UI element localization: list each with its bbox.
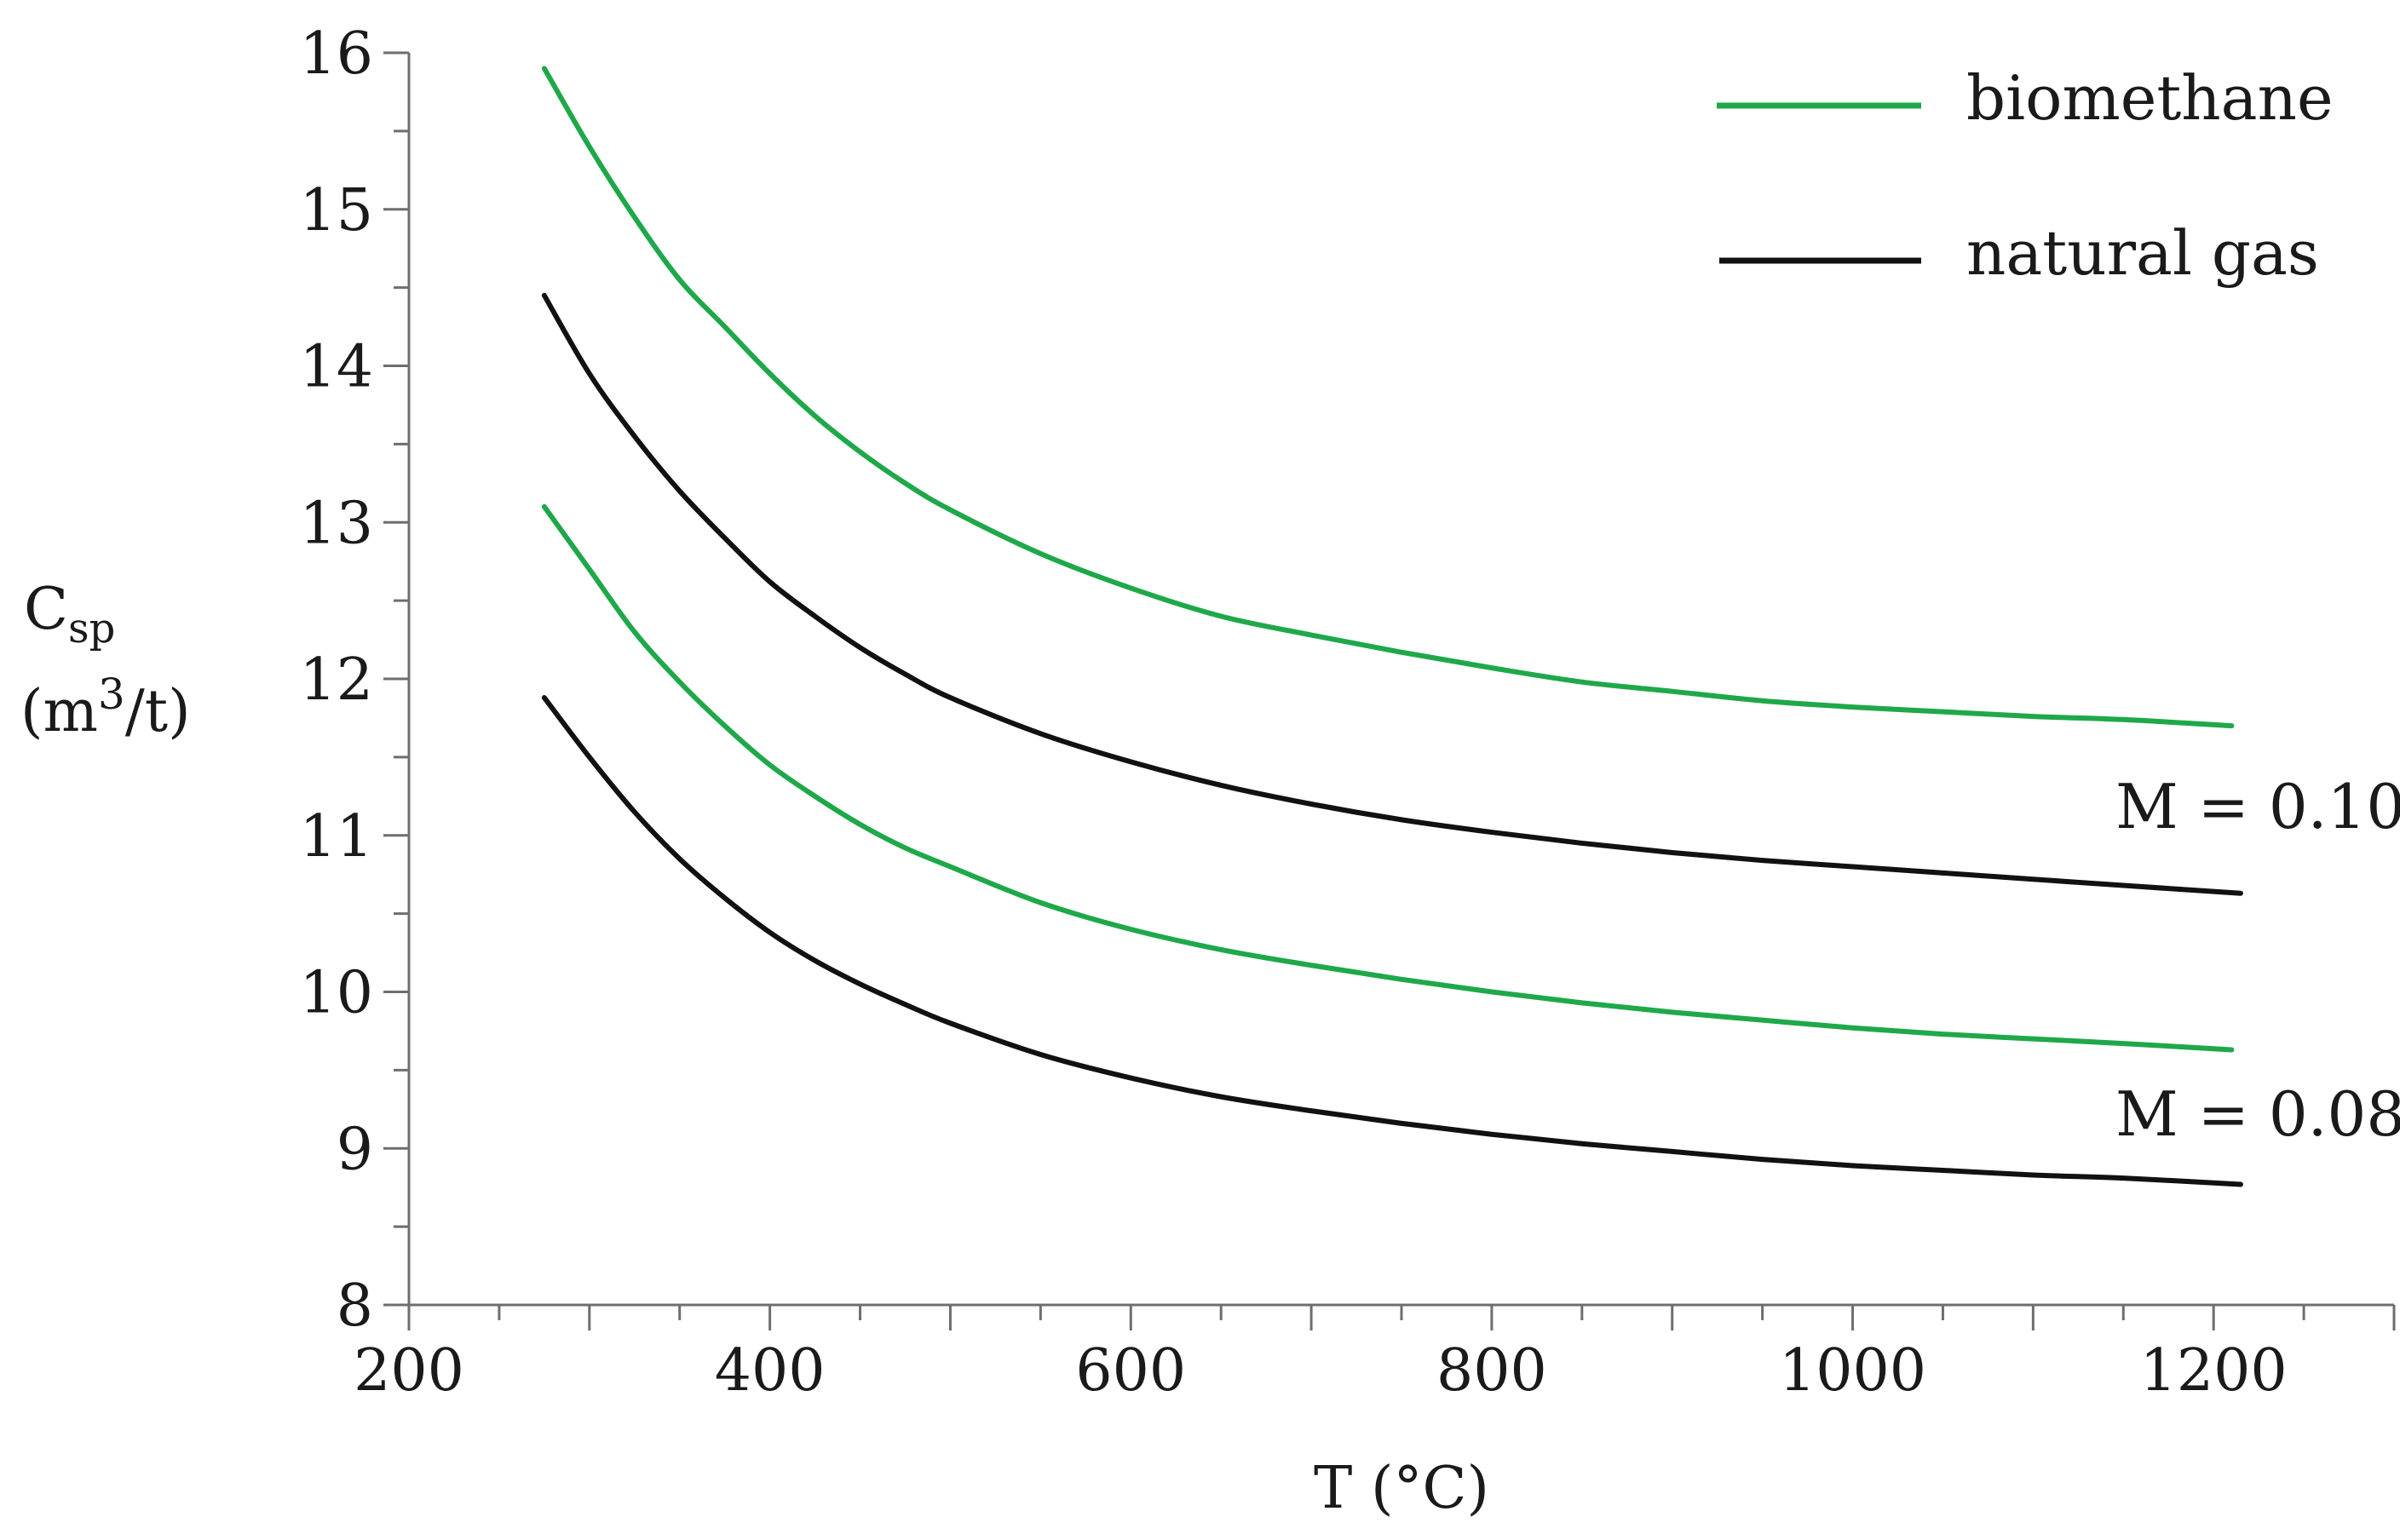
x-tick-label: 1000 [1779,1337,1926,1405]
legend-label-natural-gas: natural gas [1966,217,2319,289]
y-tick-label: 16 [299,20,373,88]
y-axis-subscript: sp [68,605,115,652]
x-tick-label: 600 [1075,1337,1186,1405]
y-axis-unit-open: (m [20,678,98,745]
y-axis-unit: (m3/t) [20,669,191,745]
series-line-natural-gas-m-0-08 [541,695,2243,1187]
series-line-biomethane-m-0-10 [541,66,2235,729]
y-axis-symbol: C [24,576,68,643]
y-tick-label: 14 [299,334,373,401]
y-tick-label: 15 [299,177,373,244]
y-tick-label: 8 [337,1273,373,1340]
annotation-m-008: M = 0.08 [2115,1078,2400,1150]
x-tick-label: 200 [354,1337,464,1405]
plot-lines [541,66,2243,1187]
annotation-m-010: M = 0.10 [2115,771,2400,842]
y-tick-label: 10 [299,960,373,1027]
axes: 8 9 10 11 12 13 14 15 16 200 400 600 800 1000 1200 [299,20,2396,1405]
x-axis-title: T (°C) [1314,1455,1489,1522]
y-axis-unit-close: /t) [125,678,191,745]
x-tick-label: 1200 [2140,1337,2288,1405]
x-tick-label: 800 [1436,1337,1547,1405]
y-tick-label: 12 [299,646,373,714]
y-tick-label: 9 [337,1116,373,1183]
series-line-natural-gas-m-0-10 [541,292,2243,896]
legend: biomethane natural gas [1717,62,2334,289]
series-line-biomethane-m-0-08 [541,503,2235,1053]
y-axis-title: Csp [24,576,115,652]
y-tick-label: 13 [299,490,373,557]
y-tick-label: 11 [299,803,373,871]
y-axis-unit-sup: 3 [98,669,125,719]
x-tick-label: 400 [715,1337,826,1405]
legend-label-biomethane: biomethane [1966,62,2334,134]
